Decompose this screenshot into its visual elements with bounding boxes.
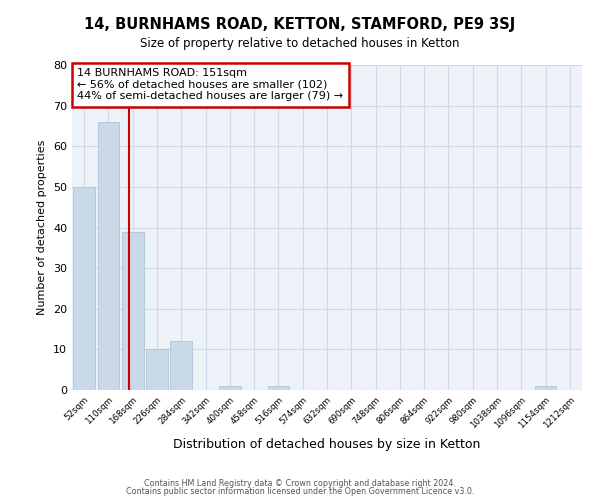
Text: Contains HM Land Registry data © Crown copyright and database right 2024.: Contains HM Land Registry data © Crown c… [144, 478, 456, 488]
Text: 14 BURNHAMS ROAD: 151sqm
← 56% of detached houses are smaller (102)
44% of semi-: 14 BURNHAMS ROAD: 151sqm ← 56% of detach… [77, 68, 343, 102]
Text: Contains public sector information licensed under the Open Government Licence v3: Contains public sector information licen… [126, 487, 474, 496]
Bar [268, 386, 289, 390]
X-axis label: Distribution of detached houses by size in Ketton: Distribution of detached houses by size … [173, 438, 481, 451]
Text: Size of property relative to detached houses in Ketton: Size of property relative to detached ho… [140, 38, 460, 51]
Bar [122, 232, 143, 390]
Bar [73, 187, 95, 390]
Bar [535, 386, 556, 390]
Bar [146, 350, 168, 390]
Bar [219, 386, 241, 390]
Bar [97, 122, 119, 390]
Bar [170, 341, 192, 390]
Text: 14, BURNHAMS ROAD, KETTON, STAMFORD, PE9 3SJ: 14, BURNHAMS ROAD, KETTON, STAMFORD, PE9… [85, 18, 515, 32]
Y-axis label: Number of detached properties: Number of detached properties [37, 140, 47, 315]
